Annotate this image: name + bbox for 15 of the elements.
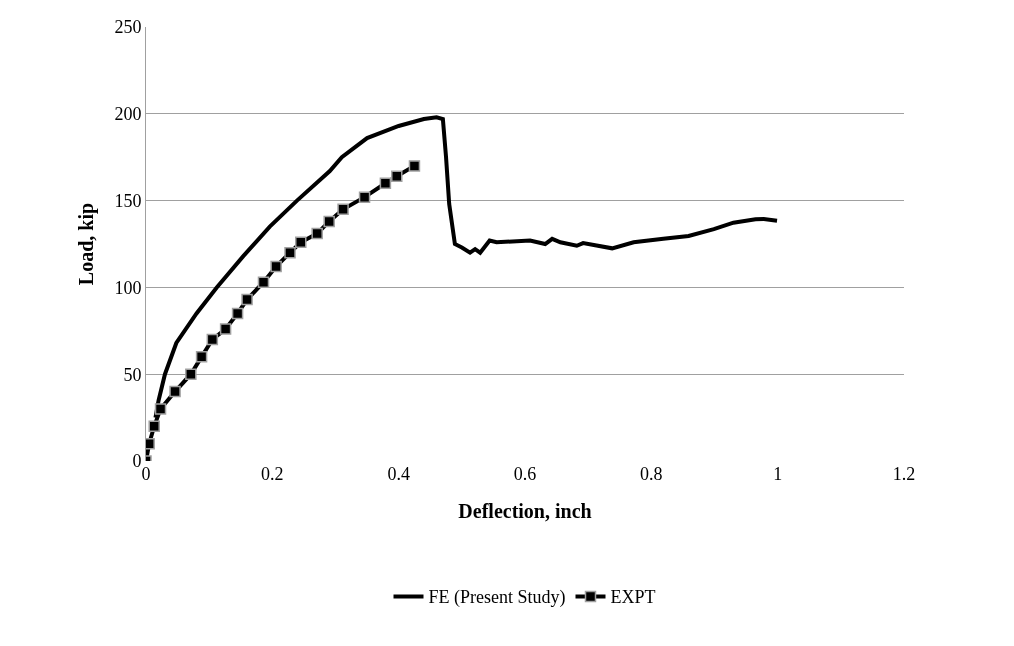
legend-label: EXPT	[610, 587, 656, 608]
x-tick-label: 1.2	[892, 464, 916, 484]
y-tick-label: 100	[114, 277, 142, 298]
x-tick-label: 1	[773, 464, 783, 484]
legend-label: FE (Present Study)	[428, 587, 566, 609]
x-axis-title: Deflection, inch	[458, 499, 592, 522]
x-tick-label: 0.2	[261, 464, 284, 484]
x-tick-label: 0.6	[513, 464, 537, 484]
y-tick-label: 150	[114, 190, 142, 211]
x-tick-label: 0.8	[640, 464, 663, 484]
y-axis-title: Load, kip	[74, 202, 98, 286]
y-tick-label: 200	[114, 104, 142, 125]
x-tick-label: 0.4	[387, 464, 410, 484]
y-tick-label: 50	[123, 364, 142, 385]
y-tick-label: 250	[114, 17, 142, 38]
